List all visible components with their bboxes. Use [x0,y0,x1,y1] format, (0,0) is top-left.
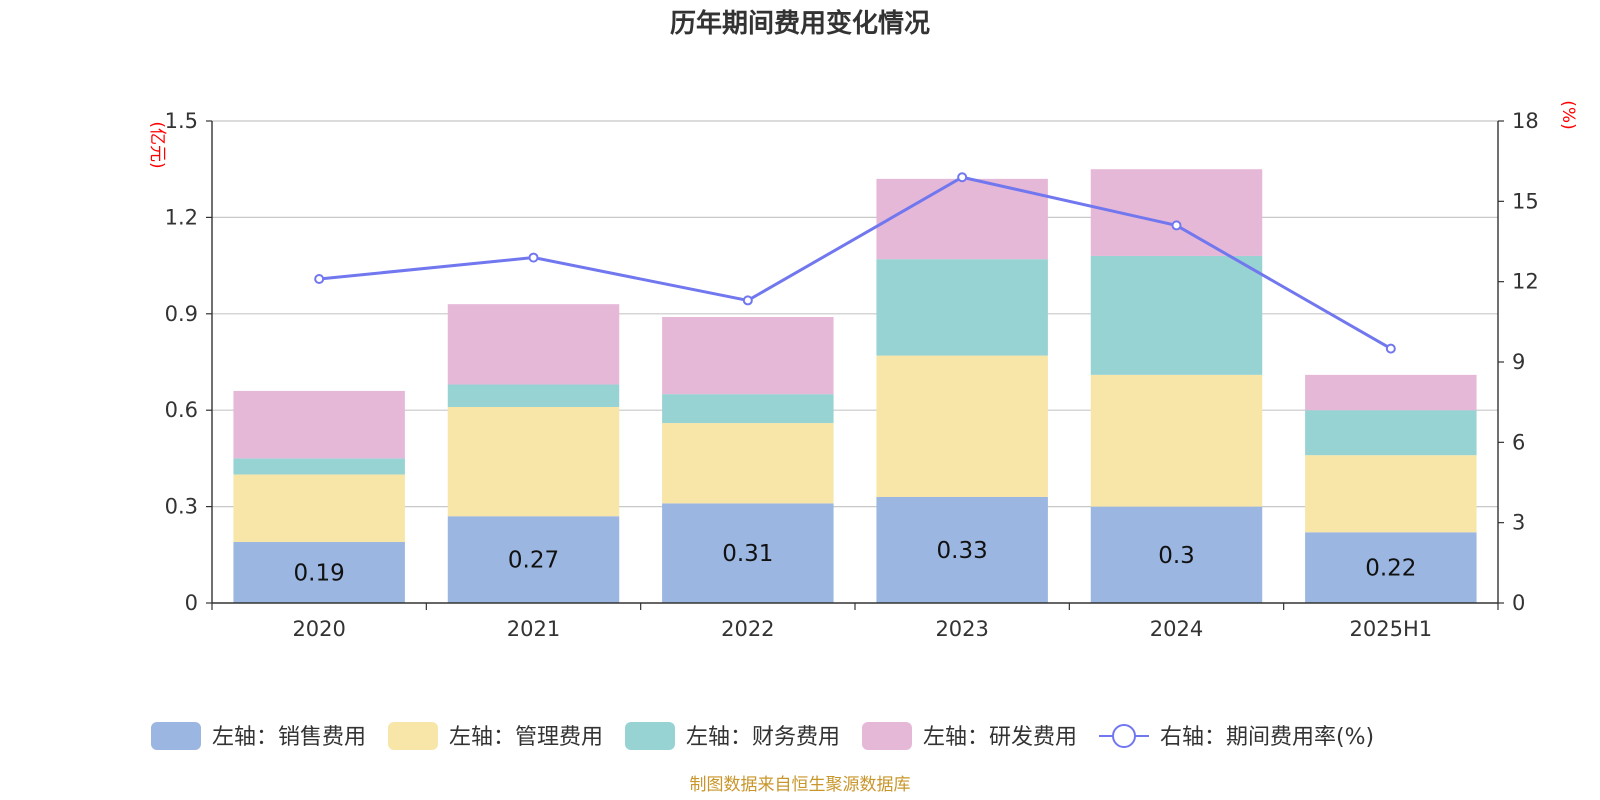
right-axis-tick-label: 18 [1512,109,1539,133]
right-axis-tick-label: 0 [1512,591,1525,615]
legend-line-marker [1112,724,1136,748]
bar-segment [447,384,620,407]
bar-segment [1305,455,1477,533]
bar-data-label: 0.22 [1365,556,1416,582]
left-axis-tick-label: 0 [185,591,198,615]
x-axis-tick-label: 2022 [721,617,774,641]
left-axis-tick-label: 0.6 [165,398,198,422]
bar-segment [447,304,620,385]
bar-segment [662,503,834,603]
legend-swatch [862,722,912,750]
bar-segment [662,423,834,504]
legend-label: 左轴：研发费用 [923,725,1077,750]
bar-data-label: 0.33 [937,538,988,564]
bar-data-label: 0.3 [1158,543,1195,569]
rate-line-point [1385,343,1396,354]
right-axis-tick-label: 15 [1512,189,1539,213]
left-axis-tick-label: 0.3 [165,495,198,519]
legend-label: 左轴：销售费用 [212,725,366,750]
bar-segment [1090,374,1263,507]
chart-title: 历年期间费用变化情况 [670,8,930,39]
rate-line-point [528,252,539,263]
bar-segment [1090,255,1263,375]
right-axis-unit: (%) [1558,100,1578,129]
x-axis-tick-label: 2024 [1150,617,1203,641]
bars: 0.19 0.27 0.31 0.33 0.3 0.22 [233,169,1477,603]
axes: 0 0.3 0.6 0.9 1.2 1.5 0 3 6 9 12 15 18 2020 2021 2022 20… [165,109,1539,641]
source-note: 制图数据来自恒生聚源数据库 [690,775,911,795]
bar-segment [233,541,405,603]
bar-data-label: 0.31 [722,541,773,567]
bar-segment [1305,532,1477,603]
bar-data-label: 0.19 [294,560,345,586]
legend-swatch [388,722,438,750]
right-axis-tick-label: 6 [1512,430,1525,454]
grid-lines [212,120,1498,508]
x-axis-tick-label: 2025H1 [1350,617,1433,641]
x-axis-tick-label: 2020 [292,617,345,641]
rate-line-point [957,172,968,183]
x-axis-tick-label: 2023 [935,617,988,641]
bar-segment [1305,374,1477,411]
bar-segment [233,390,405,459]
legend-swatch [151,722,201,750]
bar-segment [233,474,405,542]
bar-segment [1090,506,1263,603]
right-axis-tick-label: 3 [1512,511,1525,535]
bar-segment [447,516,620,603]
bar-segment [1305,410,1477,456]
legend: 左轴：销售费用 左轴：管理费用 左轴：财务费用 左轴：研发费用 右轴：期间费用率(%) [151,722,1374,750]
bar-segment [447,406,620,517]
bar-segment [876,355,1048,497]
legend-label: 左轴：管理费用 [449,725,603,750]
legend-label: 右轴：期间费用率(%) [1160,725,1374,750]
left-axis-tick-label: 1.5 [165,109,198,133]
x-axis-tick-label: 2021 [507,617,560,641]
bar-data-label: 0.27 [508,548,559,574]
bar-segment [662,394,834,424]
bar-segment [876,496,1048,603]
bar-segment [233,458,405,475]
bar-segment [876,178,1048,260]
rate-line [314,172,1396,354]
bar-segment [662,317,834,395]
left-axis-unit: (亿元) [147,121,167,168]
rate-line-point [314,273,325,284]
legend-swatch [625,722,675,750]
rate-line-point [742,295,753,306]
right-axis-tick-label: 9 [1512,350,1525,374]
legend-label: 左轴：财务费用 [686,725,840,750]
left-axis-tick-label: 1.2 [165,205,198,229]
left-axis-tick-label: 0.9 [165,302,198,326]
right-axis-tick-label: 12 [1512,270,1539,294]
bar-segment [876,259,1048,356]
rate-line-path [319,175,1392,350]
rate-line-point [1171,220,1182,231]
